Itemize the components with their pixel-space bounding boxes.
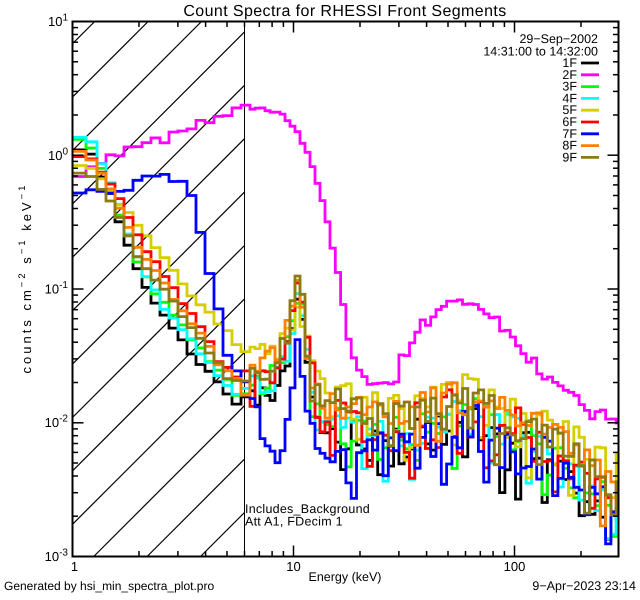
svg-text:Att A1, FDecim 1: Att A1, FDecim 1 xyxy=(245,515,343,529)
svg-text:Energy (keV): Energy (keV) xyxy=(309,570,382,584)
svg-text:4F: 4F xyxy=(562,91,577,105)
svg-text:Includes_Background: Includes_Background xyxy=(245,502,370,516)
svg-text:29−Sep−2002: 29−Sep−2002 xyxy=(519,32,598,46)
svg-text:9−Apr−2023 23:14: 9−Apr−2023 23:14 xyxy=(532,579,636,593)
svg-text:8F: 8F xyxy=(562,139,577,153)
svg-text:1: 1 xyxy=(71,559,78,574)
svg-text:10: 10 xyxy=(286,559,300,574)
svg-text:Generated by hsi_min_spectra_p: Generated by hsi_min_spectra_plot.pro xyxy=(4,579,214,593)
svg-text:Count Spectra for RHESSI Front: Count Spectra for RHESSI Front Segments xyxy=(183,3,506,20)
svg-text:3F: 3F xyxy=(562,80,577,94)
svg-text:5F: 5F xyxy=(562,103,577,117)
svg-text:2F: 2F xyxy=(562,68,577,82)
svg-text:7F: 7F xyxy=(562,127,577,141)
svg-text:100: 100 xyxy=(504,559,526,574)
svg-text:counts cm−2 s−1 keV−1: counts cm−2 s−1 keV−1 xyxy=(17,183,34,374)
svg-text:1F: 1F xyxy=(562,56,577,70)
svg-text:6F: 6F xyxy=(562,115,577,129)
svg-text:14:31:00 to 14:32:00: 14:31:00 to 14:32:00 xyxy=(483,45,598,59)
svg-text:9F: 9F xyxy=(562,150,577,164)
